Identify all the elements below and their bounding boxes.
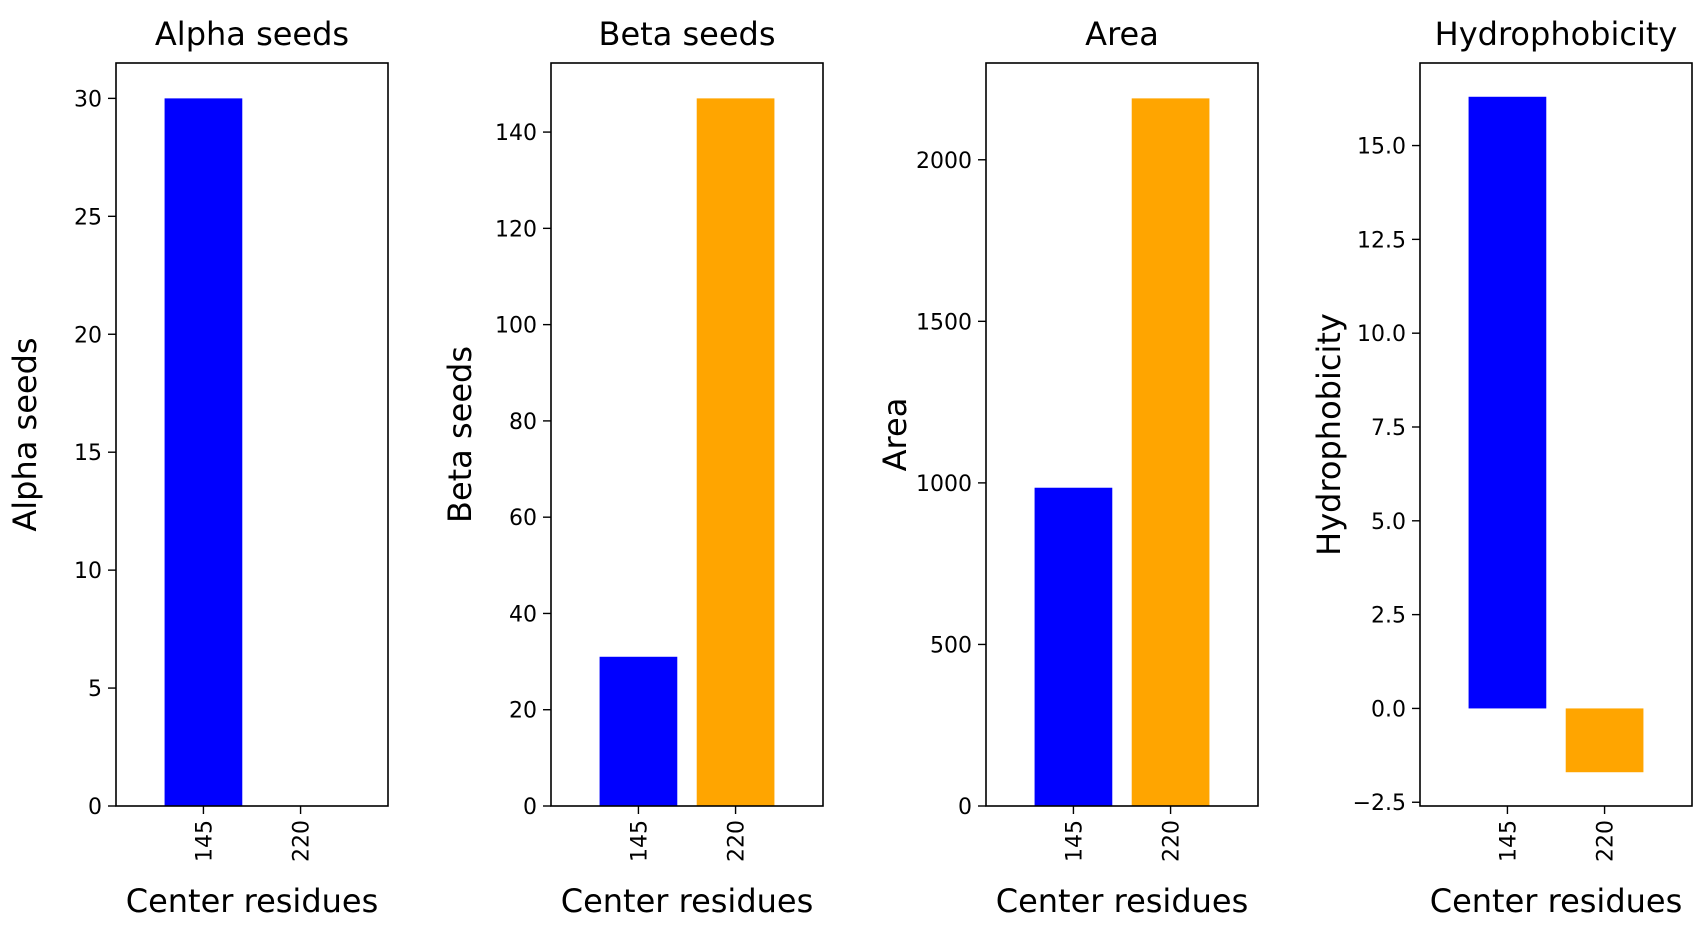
subplot-2: 0 20 40 60 80 100 120 140 145 220 Beta seeds Center… <box>441 15 824 920</box>
x-axis-label: Center residues <box>126 882 379 920</box>
x-axis-label: Center residues <box>996 882 1249 920</box>
y-tick-label: 1000 <box>916 472 972 497</box>
y-tick-label: 60 <box>509 506 537 531</box>
y-tick-label: 25 <box>74 205 102 230</box>
x-tick-label: 145 <box>627 820 652 862</box>
y-tick-label: 15.0 <box>1357 135 1406 160</box>
y-axis-label: Area <box>876 398 914 472</box>
y-tick-label: 10.0 <box>1357 322 1406 347</box>
y-tick-label: 7.5 <box>1371 416 1406 441</box>
x-tick-label: 145 <box>1062 820 1087 862</box>
y-tick-label: 0 <box>88 795 102 820</box>
x-tick-label: 220 <box>290 820 315 862</box>
plot-frame <box>115 62 389 807</box>
x-tick-label: 220 <box>725 820 750 862</box>
y-tick-label: 5.0 <box>1371 510 1406 535</box>
x-axis-label: Center residues <box>561 882 814 920</box>
y-axis-label: Beta seeds <box>441 346 479 523</box>
y-tick-label: 15 <box>74 441 102 466</box>
plot-frame <box>1419 62 1693 807</box>
subplot-title: Beta seeds <box>599 15 776 53</box>
bar-220 <box>1131 98 1210 806</box>
y-tick-label: 0 <box>523 795 537 820</box>
y-tick-label: 1500 <box>916 310 972 335</box>
plot-frame <box>550 62 824 807</box>
x-tick-label: 220 <box>1594 820 1619 862</box>
subplot-4: −2.5 0.0 2.5 5.0 7.5 10.0 12.5 15.0 145 220 Hydrop… <box>1310 15 1693 920</box>
subplot-1: 0 5 10 15 20 25 30 145 220 Alpha seeds Center resi… <box>6 15 389 920</box>
y-tick-label: 5 <box>88 677 102 702</box>
y-tick-label: 12.5 <box>1357 228 1406 253</box>
subplot-3: 0 500 1000 1500 2000 145 220 Area Center residue… <box>876 15 1259 920</box>
y-tick-label: 2.5 <box>1371 604 1406 629</box>
plot-frame <box>985 62 1259 807</box>
y-tick-label: 0 <box>958 795 972 820</box>
y-tick-label: 30 <box>74 87 102 112</box>
y-tick-label: 2000 <box>916 149 972 174</box>
y-tick-label: 10 <box>74 559 102 584</box>
y-tick-label: −2.5 <box>1353 791 1406 816</box>
bar-145 <box>164 98 243 806</box>
subplot-title: Hydrophobicity <box>1435 15 1678 53</box>
y-tick-label: 20 <box>74 323 102 348</box>
bar-220 <box>1565 708 1644 773</box>
y-tick-label: 120 <box>495 217 537 242</box>
y-tick-label: 20 <box>509 699 537 724</box>
subplot-title: Alpha seeds <box>155 15 349 53</box>
x-tick-label: 145 <box>1496 820 1521 862</box>
y-tick-label: 500 <box>930 633 972 658</box>
subplot-title: Area <box>1085 15 1159 53</box>
x-axis-label: Center residues <box>1430 882 1683 920</box>
y-axis-label: Hydrophobicity <box>1310 313 1348 556</box>
y-axis-label: Alpha seeds <box>6 337 44 531</box>
x-tick-label: 145 <box>192 820 217 862</box>
bar-145 <box>1034 487 1113 806</box>
bar-220 <box>696 98 775 806</box>
x-tick-label: 220 <box>1160 820 1185 862</box>
y-tick-label: 80 <box>509 410 537 435</box>
bar-145 <box>1468 96 1547 709</box>
y-tick-label: 0.0 <box>1371 697 1406 722</box>
bar-145 <box>599 656 678 806</box>
y-tick-label: 40 <box>509 602 537 627</box>
y-tick-label: 100 <box>495 314 537 339</box>
y-tick-label: 140 <box>495 121 537 146</box>
